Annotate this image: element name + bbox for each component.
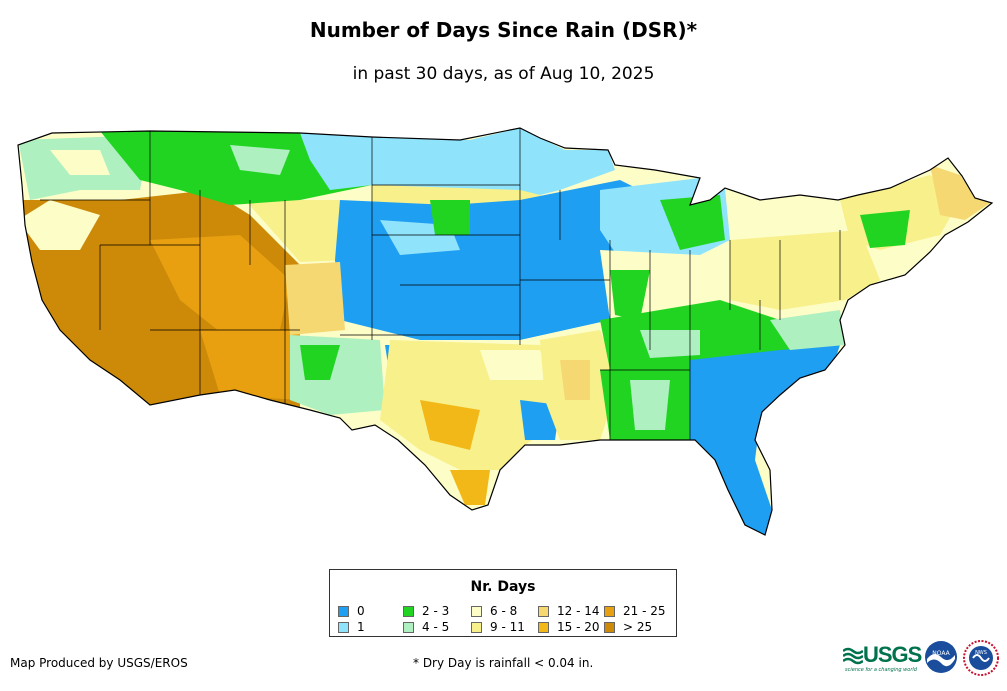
- legend-label: 12 - 14: [557, 604, 600, 618]
- legend-item-3: 4 - 5: [403, 620, 449, 634]
- map-credit: Map Produced by USGS/EROS: [10, 656, 188, 670]
- legend-item-5: 9 - 11: [471, 620, 525, 634]
- legend-swatch: [403, 606, 414, 617]
- nws-text: NWS: [975, 650, 987, 656]
- usgs-wave-icon: [843, 645, 863, 665]
- map-subtitle: in past 30 days, as of Aug 10, 2025: [0, 64, 1007, 84]
- legend-item-2: 2 - 3: [403, 604, 449, 618]
- dry-day-footnote: * Dry Day is rainfall < 0.04 in.: [413, 656, 593, 670]
- legend-label: 21 - 25: [623, 604, 666, 618]
- legend-label: 1: [357, 620, 365, 634]
- legend-label: 6 - 8: [490, 604, 517, 618]
- legend-swatch: [403, 622, 414, 633]
- legend-item-1: 1: [338, 620, 365, 634]
- legend-label: 9 - 11: [490, 620, 525, 634]
- legend-swatch: [538, 606, 549, 617]
- legend-label: 2 - 3: [422, 604, 449, 618]
- legend-label: 4 - 5: [422, 620, 449, 634]
- legend: Nr. Days 0 1 2 - 3 4 - 5 6 - 8 9 - 11 12…: [329, 569, 677, 637]
- legend-item-4: 6 - 8: [471, 604, 517, 618]
- legend-swatch: [538, 622, 549, 633]
- nws-logo[interactable]: NWS: [963, 640, 999, 676]
- legend-swatch: [338, 606, 349, 617]
- usgs-wordmark: USGS: [863, 642, 921, 668]
- legend-swatch: [338, 622, 349, 633]
- legend-item-7: 15 - 20: [538, 620, 600, 634]
- usgs-tagline: science for a changing world: [845, 667, 917, 673]
- noaa-text: NOAA: [932, 650, 950, 657]
- legend-label: 0: [357, 604, 365, 618]
- legend-swatch: [604, 622, 615, 633]
- legend-swatch: [471, 622, 482, 633]
- legend-label: 15 - 20: [557, 620, 600, 634]
- legend-item-0: 0: [338, 604, 365, 618]
- noaa-logo[interactable]: NOAA: [924, 640, 958, 674]
- legend-swatch: [471, 606, 482, 617]
- legend-swatch: [604, 606, 615, 617]
- legend-item-6: 12 - 14: [538, 604, 600, 618]
- legend-item-9: > 25: [604, 620, 652, 634]
- legend-title: Nr. Days: [330, 579, 676, 595]
- legend-label: > 25: [623, 620, 652, 634]
- legend-item-8: 21 - 25: [604, 604, 666, 618]
- usgs-logo[interactable]: USGS science for a changing world: [843, 642, 921, 668]
- dsr-map: [0, 110, 1007, 550]
- map-title: Number of Days Since Rain (DSR)*: [0, 18, 1007, 42]
